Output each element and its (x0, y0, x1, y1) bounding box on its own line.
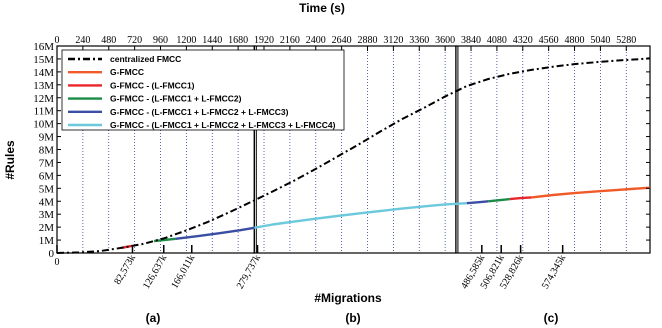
top-tick-label: 1920 (254, 35, 274, 46)
legend-label-5: G-FMCC - (L-FMCC1 + L-FMCC2 + L-FMCC3 + … (110, 120, 336, 130)
series-layer (56, 57, 651, 254)
top-tick-label: 2400 (306, 35, 326, 46)
y-tick-label: 11M (34, 106, 55, 118)
y-tick-label: 8M (39, 145, 55, 157)
y-tick-label: 9M (39, 132, 55, 144)
series-line-0-seg-0 (56, 57, 651, 254)
top-tick-label: 2160 (280, 35, 300, 46)
y-tick-label: 16M (33, 41, 54, 53)
legend-label-4: G-FMCC - (L-FMCC1 + L-FMCC2 + L-FMCC3) (110, 107, 289, 117)
y-axis-title: #Rules (3, 140, 17, 180)
y-tick-label: 15M (33, 54, 54, 66)
migration-tick-label: 82,573k (112, 253, 138, 287)
migration-tick-label: 166,011k (169, 253, 197, 291)
y-tick-label: 14M (33, 67, 54, 79)
migration-tick-label: 0 (55, 257, 60, 268)
top-tick-label: 1200 (176, 35, 196, 46)
panel-label-c: (c) (544, 311, 559, 325)
top-axis-title: Time (s) (299, 1, 345, 15)
y-tick-label: 6M (39, 170, 55, 182)
legend-label-2: G-FMCC - (L-FMCC1) (110, 80, 195, 90)
panel-label-a: (a) (146, 311, 161, 325)
y-tick-label: 13M (33, 80, 54, 92)
top-tick-label: 1680 (228, 35, 248, 46)
series-line-4-seg-1 (466, 200, 489, 205)
y-tick-label: 10M (33, 119, 54, 131)
y-tick-label: 3M (39, 209, 55, 221)
y-tick-label: 1M (39, 235, 55, 247)
legend-label-3: G-FMCC - (L-FMCC1 + L-FMCC2) (110, 94, 242, 104)
y-tick-label: 2M (39, 222, 55, 234)
top-tick-label: 4800 (565, 35, 585, 46)
top-tick-label: 3840 (461, 35, 481, 46)
migration-tick-label: 126,637k (141, 253, 169, 291)
y-tick-label: 4M (39, 196, 55, 208)
top-tick-label: 5040 (590, 35, 610, 46)
series-line-4-seg-0 (175, 226, 255, 240)
top-tick-label: 4320 (513, 35, 533, 46)
series-line-3-seg-1 (488, 197, 510, 203)
top-tick-label: 4080 (487, 35, 507, 46)
y-tick-label: 7M (39, 157, 55, 169)
top-tick-label: 960 (153, 35, 168, 46)
y-tick-label: 0 (49, 248, 55, 260)
legend-label-1: G-FMCC (110, 67, 144, 77)
top-tick-label: 5280 (616, 35, 636, 46)
migration-tick-label: 279,737k (235, 253, 263, 291)
top-tick-label: 3120 (383, 35, 403, 46)
legend: centralized FMCC G-FMCC G-FMCC - (L-FMCC1)… (61, 49, 345, 131)
legend-box (61, 49, 345, 131)
top-tick-label: 2640 (332, 35, 352, 46)
panel-frame-c (455, 45, 651, 254)
panel-label-b: (b) (345, 311, 360, 325)
y-tick-label: 5M (39, 183, 55, 195)
top-tick-label: 1440 (202, 35, 222, 46)
top-tick-label: 4560 (539, 35, 559, 46)
series-line-2-seg-1 (509, 196, 532, 201)
y-tick-label: 12M (33, 93, 54, 105)
migration-tick-label: 574,345k (540, 253, 568, 291)
top-tick-label: 3600 (435, 35, 455, 46)
top-tick-label: 240 (75, 35, 90, 46)
series-line-1-seg-0 (531, 186, 651, 199)
top-tick-label: 0 (55, 35, 60, 46)
top-tick-label: 720 (127, 35, 142, 46)
series-line-5-seg-0 (254, 202, 467, 229)
top-tick-label: 3360 (409, 35, 429, 46)
legend-label-0: centralized FMCC (110, 54, 181, 64)
top-tick-label: 480 (101, 35, 116, 46)
top-tick-label: 2880 (358, 35, 378, 46)
x-axis-title: #Migrations (314, 291, 382, 305)
